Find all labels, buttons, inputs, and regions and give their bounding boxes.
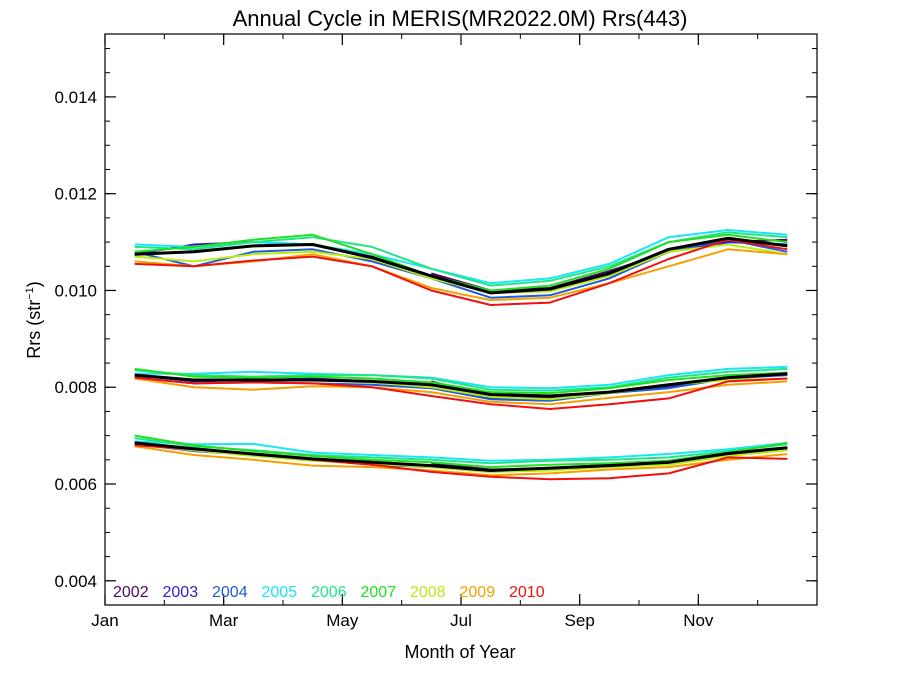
y-axis-label-sup: −1 <box>24 287 36 300</box>
legend: 2002 2003 2004 2005 2006 2007 2008 2009 2010 <box>113 584 545 601</box>
y-axis-label-main: Rrs (str <box>24 300 44 359</box>
mean-line-1 <box>134 236 788 295</box>
y-tick-label: 0.004 <box>54 572 97 591</box>
plot-frame <box>104 33 818 606</box>
legend-entry-2008: 2008 <box>410 584 446 601</box>
legend-entry-2004: 2004 <box>212 584 248 601</box>
series-2010-line-2 <box>134 376 788 410</box>
x-tick-label: Mar <box>209 611 239 630</box>
legend-entry-2006: 2006 <box>311 584 347 601</box>
legend-entry-2009: 2009 <box>460 584 496 601</box>
series-2007-line-2 <box>134 367 788 395</box>
series-2006-line-2 <box>134 367 788 392</box>
y-axis-label: Rrs (str−1) <box>24 281 44 359</box>
legend-entry-2002: 2002 <box>113 584 149 601</box>
y-tick-label: 0.012 <box>54 185 97 204</box>
series-2005-line-3 <box>134 440 788 462</box>
x-tick-label: Nov <box>683 611 714 630</box>
x-tick-label: Jan <box>91 611 118 630</box>
x-tick-label: Sep <box>565 611 595 630</box>
legend-entry-2007: 2007 <box>361 584 397 601</box>
y-tick-label: 0.006 <box>54 475 97 494</box>
series-2005-line-2 <box>134 365 788 390</box>
mean-line-3 <box>134 441 788 472</box>
y-tick-label: 0.014 <box>54 88 97 107</box>
series-2010-line-1 <box>134 238 788 306</box>
series-2009-line-2 <box>134 377 788 406</box>
y-tick-label: 0.010 <box>54 281 97 300</box>
legend-entry-2010: 2010 <box>509 584 545 601</box>
y-axis: 0.004 0.006 0.008 0.010 0.012 0.014 <box>54 48 817 606</box>
x-axis-label: Month of Year <box>404 642 515 662</box>
x-tick-label: Jul <box>450 611 472 630</box>
legend-entry-2003: 2003 <box>163 584 199 601</box>
mean-line-2 <box>134 372 788 398</box>
legend-entry-2005: 2005 <box>262 584 298 601</box>
chart-title: Annual Cycle in MERIS(MR2022.0M) Rrs(443… <box>233 6 688 31</box>
x-tick-label: May <box>326 611 359 630</box>
y-axis-label-tail: ) <box>24 281 44 287</box>
series-layer <box>134 229 788 481</box>
y-tick-label: 0.008 <box>54 378 97 397</box>
series-2009-line-3 <box>134 445 788 477</box>
x-axis: Jan Mar May Jul Sep Nov <box>91 34 818 630</box>
